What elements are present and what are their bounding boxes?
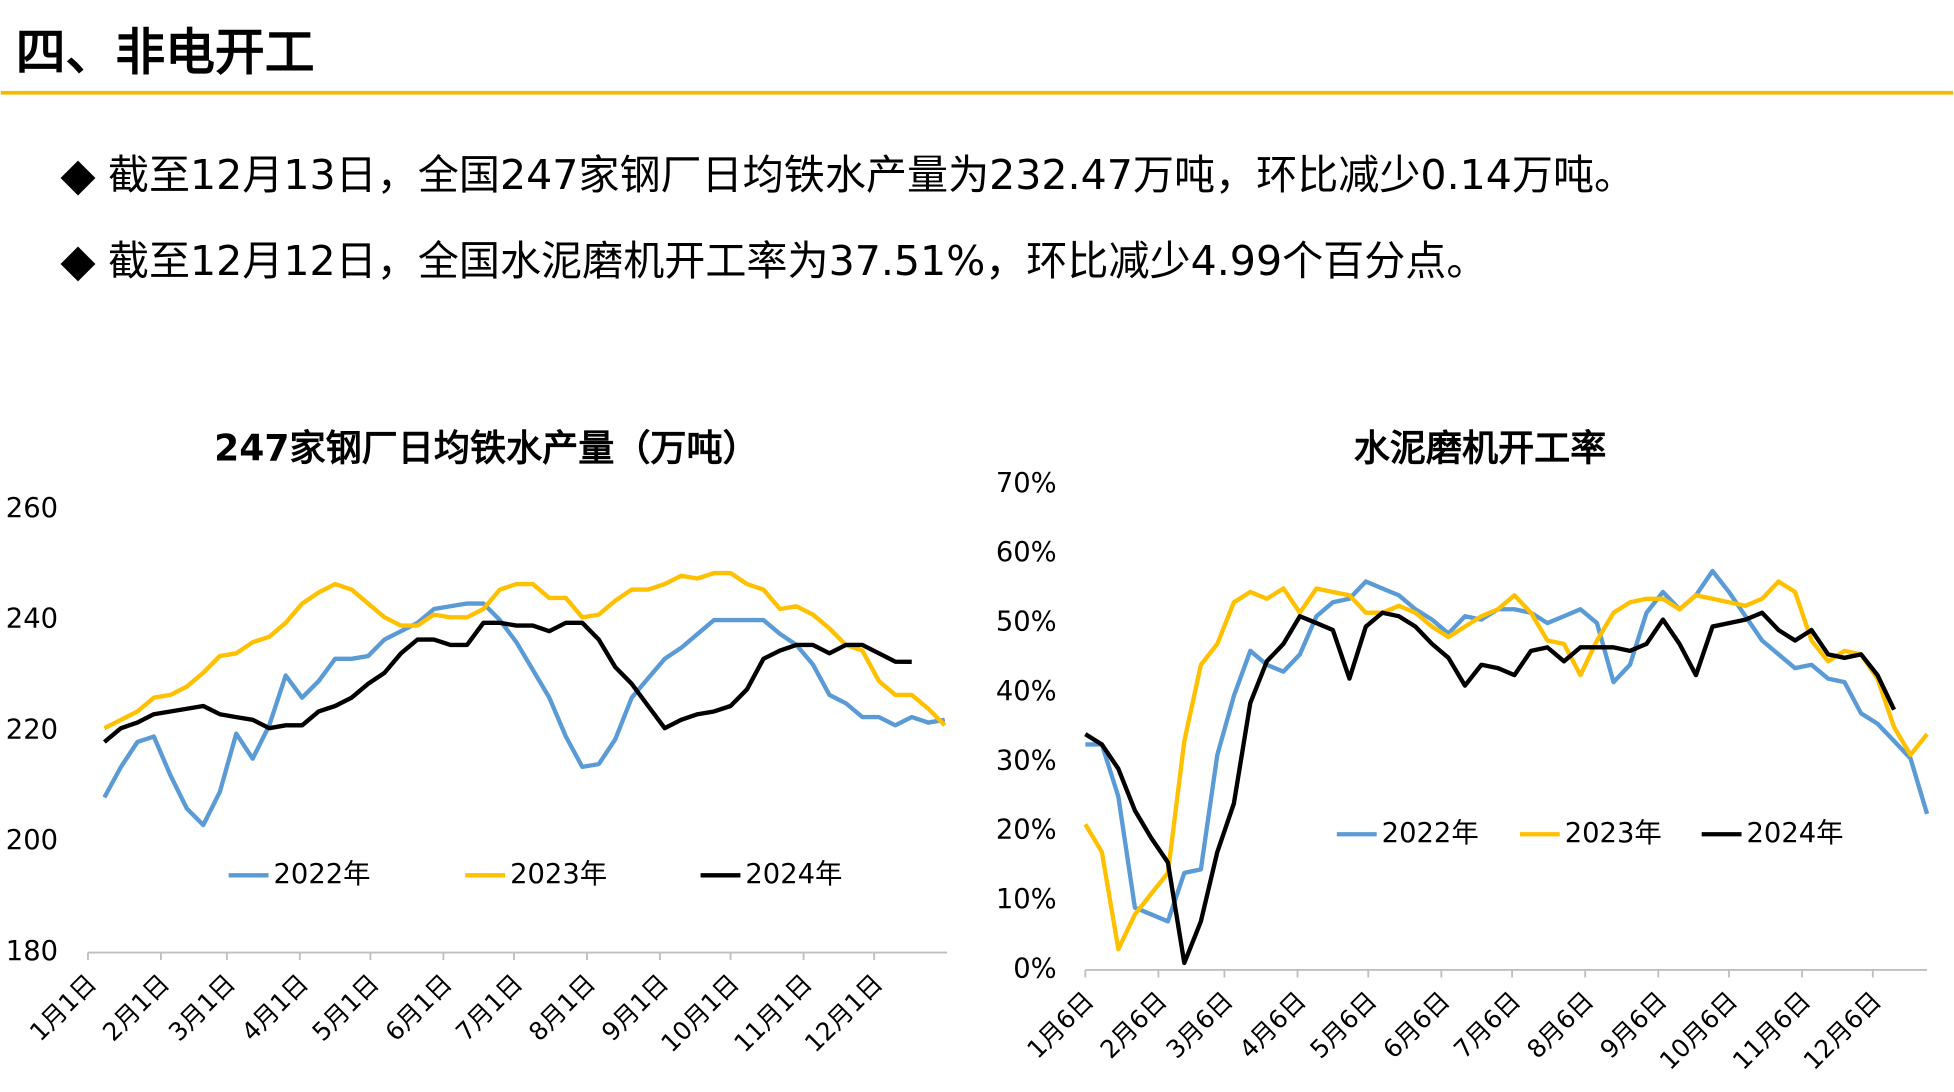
x-tick-label: 11月6日: [1727, 986, 1816, 1075]
x-tick-label: 2月6日: [1094, 986, 1172, 1064]
x-tick-label: 4月1日: [236, 969, 314, 1047]
y-tick-label: 220: [6, 714, 58, 745]
x-tick-label: 10月6日: [1654, 986, 1743, 1075]
y-tick-label: 0%: [1013, 953, 1056, 984]
x-tick-label: 6月6日: [1377, 986, 1455, 1064]
x-tick-label: 7月1日: [450, 969, 528, 1047]
y-tick-label: 50%: [996, 607, 1057, 638]
series-line: [1084, 610, 1897, 966]
x-tick-label: 3月1日: [163, 969, 241, 1047]
x-tick-label: 12月6日: [1798, 986, 1887, 1075]
bullet-text: 截至12月12日，全国水泥磨机开工率为37.51%，环比减少4.99个百分点。: [108, 237, 1488, 285]
y-tick-label: 20%: [996, 815, 1057, 846]
bullet-icon: [60, 246, 96, 282]
legend-label: 2022年: [273, 859, 370, 890]
bullet-icon: [60, 160, 96, 196]
x-tick-label: 3月6日: [1160, 986, 1238, 1064]
legend-label: 2024年: [1747, 818, 1844, 849]
y-tick-label: 40%: [996, 676, 1057, 707]
y-tick-label: 70%: [996, 468, 1057, 499]
series-line: [102, 620, 912, 744]
x-tick-label: 8月1日: [523, 969, 601, 1047]
series-line: [1083, 579, 1929, 952]
chart-title: 247家钢厂日均铁水产量（万吨）: [214, 427, 759, 470]
y-tick-label: 240: [6, 604, 58, 635]
x-tick-label: 6月1日: [379, 969, 457, 1047]
y-tick-label: 30%: [996, 745, 1057, 776]
bullet-text: 截至12月13日，全国247家钢厂日均铁水产量为232.47万吨，环比减少0.1…: [108, 151, 1635, 199]
y-tick-label: 180: [6, 936, 58, 967]
title-rule: [0, 90, 1954, 95]
series-line: [1085, 568, 1930, 924]
x-tick-label: 1月1日: [24, 969, 102, 1047]
x-tick-label: 7月6日: [1448, 986, 1526, 1064]
y-tick-label: 260: [6, 493, 58, 524]
legend-label: 2024年: [745, 859, 842, 890]
series-line: [102, 601, 946, 828]
y-tick-label: 60%: [996, 537, 1057, 568]
x-tick-label: 11月1日: [728, 969, 817, 1058]
chart-title: 水泥磨机开工率: [1354, 427, 1607, 470]
legend-label: 2023年: [1565, 818, 1662, 849]
x-tick-label: 1月6日: [1021, 986, 1099, 1064]
x-tick-label: 5月1日: [306, 969, 384, 1047]
x-tick-label: 4月6日: [1234, 986, 1312, 1064]
x-tick-label: 10月1日: [655, 969, 744, 1058]
slide-title: 四、非电开工: [16, 24, 315, 82]
y-tick-label: 10%: [996, 884, 1057, 915]
y-tick-label: 200: [6, 825, 58, 856]
x-tick-label: 12月1日: [799, 969, 888, 1058]
x-tick-label: 5月6日: [1304, 986, 1382, 1064]
x-tick-label: 8月6日: [1521, 986, 1599, 1064]
series-line: [103, 570, 947, 731]
x-tick-label: 2月1日: [97, 969, 175, 1047]
legend-label: 2023年: [510, 859, 607, 890]
legend-label: 2022年: [1382, 818, 1479, 849]
